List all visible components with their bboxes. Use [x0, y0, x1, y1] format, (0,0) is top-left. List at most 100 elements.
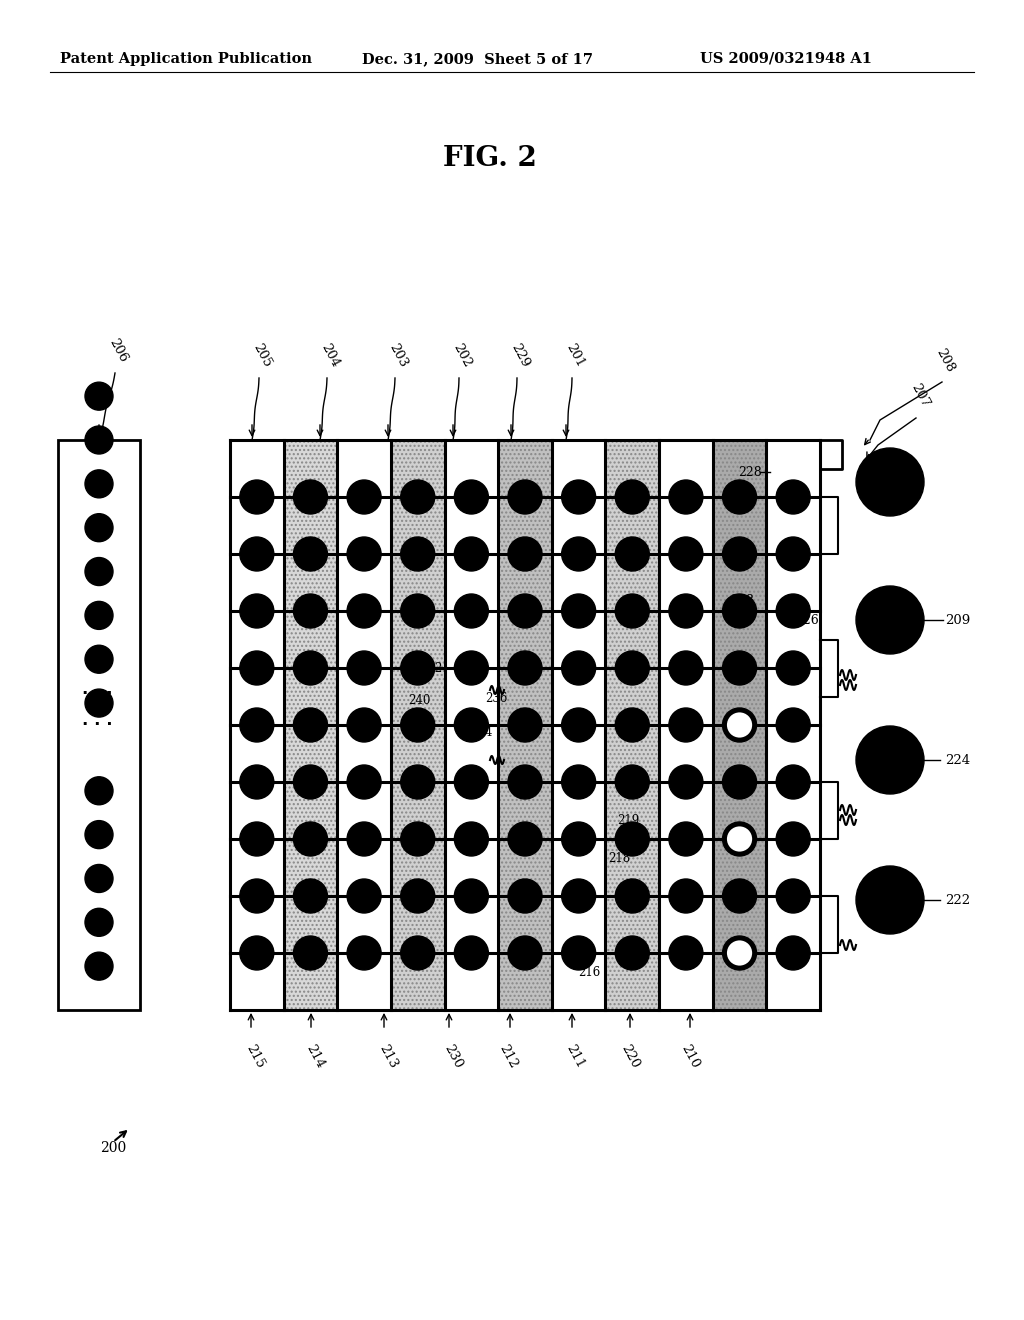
Text: 202: 202	[451, 342, 474, 370]
Circle shape	[85, 776, 113, 805]
Circle shape	[776, 766, 810, 799]
Circle shape	[723, 822, 757, 855]
Circle shape	[85, 865, 113, 892]
Circle shape	[508, 651, 542, 685]
Circle shape	[294, 822, 328, 855]
Text: 207: 207	[908, 381, 932, 411]
Text: · · ·: · · ·	[82, 685, 113, 704]
Circle shape	[85, 821, 113, 849]
Circle shape	[561, 651, 596, 685]
Bar	[659, 440, 713, 1010]
Text: 236: 236	[485, 692, 507, 705]
Text: 240: 240	[408, 693, 430, 706]
Circle shape	[347, 594, 381, 628]
Circle shape	[240, 537, 273, 572]
Text: 215: 215	[244, 1041, 266, 1071]
Text: 218: 218	[608, 851, 630, 865]
Circle shape	[85, 908, 113, 936]
Text: 229: 229	[508, 342, 531, 370]
Circle shape	[347, 651, 381, 685]
Bar	[766, 440, 820, 1010]
Circle shape	[508, 537, 542, 572]
Circle shape	[856, 447, 924, 516]
Circle shape	[455, 594, 488, 628]
Circle shape	[669, 651, 702, 685]
Text: Patent Application Publication: Patent Application Publication	[60, 51, 312, 66]
Circle shape	[723, 594, 757, 628]
Text: 213: 213	[377, 1041, 399, 1071]
Circle shape	[455, 708, 488, 742]
Text: 216: 216	[578, 965, 600, 978]
Circle shape	[669, 480, 702, 513]
Circle shape	[508, 708, 542, 742]
Circle shape	[85, 689, 113, 717]
Circle shape	[856, 586, 924, 653]
Circle shape	[615, 651, 649, 685]
Circle shape	[455, 537, 488, 572]
Text: 210: 210	[678, 1041, 701, 1071]
Circle shape	[726, 939, 754, 968]
Circle shape	[294, 480, 328, 513]
Circle shape	[400, 594, 435, 628]
Text: 204: 204	[318, 342, 342, 370]
Circle shape	[776, 537, 810, 572]
Text: 224: 224	[945, 754, 970, 767]
Text: 205: 205	[250, 342, 273, 370]
Circle shape	[723, 936, 757, 970]
Text: 212: 212	[497, 1041, 519, 1071]
Circle shape	[615, 879, 649, 913]
Circle shape	[294, 936, 328, 970]
Circle shape	[723, 879, 757, 913]
Circle shape	[508, 594, 542, 628]
Circle shape	[240, 594, 273, 628]
Circle shape	[240, 936, 273, 970]
Text: 203: 203	[386, 342, 410, 370]
Text: 219: 219	[617, 813, 639, 826]
Circle shape	[294, 537, 328, 572]
Circle shape	[294, 879, 328, 913]
Circle shape	[400, 537, 435, 572]
Circle shape	[615, 480, 649, 513]
Circle shape	[776, 480, 810, 513]
Circle shape	[347, 879, 381, 913]
Circle shape	[669, 936, 702, 970]
Circle shape	[561, 480, 596, 513]
Bar	[284, 440, 337, 1010]
Text: 206: 206	[106, 337, 130, 366]
Circle shape	[561, 936, 596, 970]
Circle shape	[615, 537, 649, 572]
Text: 238: 238	[730, 594, 754, 606]
Circle shape	[561, 822, 596, 855]
Circle shape	[347, 708, 381, 742]
Circle shape	[240, 651, 273, 685]
Circle shape	[561, 708, 596, 742]
Circle shape	[508, 879, 542, 913]
Text: 230: 230	[441, 1041, 465, 1071]
Circle shape	[561, 766, 596, 799]
Circle shape	[723, 537, 757, 572]
Text: 228: 228	[738, 466, 762, 479]
Bar	[230, 440, 284, 1010]
Circle shape	[240, 708, 273, 742]
Circle shape	[85, 383, 113, 411]
Bar	[58, 440, 140, 1010]
Circle shape	[85, 952, 113, 981]
Circle shape	[294, 651, 328, 685]
Circle shape	[85, 470, 113, 498]
Circle shape	[400, 879, 435, 913]
Circle shape	[347, 766, 381, 799]
Circle shape	[615, 822, 649, 855]
Circle shape	[400, 766, 435, 799]
Circle shape	[615, 936, 649, 970]
Bar	[444, 440, 499, 1010]
Circle shape	[776, 822, 810, 855]
Circle shape	[85, 426, 113, 454]
Circle shape	[400, 480, 435, 513]
Circle shape	[508, 766, 542, 799]
Circle shape	[669, 537, 702, 572]
Circle shape	[455, 822, 488, 855]
Circle shape	[723, 651, 757, 685]
Bar	[499, 440, 552, 1010]
Circle shape	[615, 594, 649, 628]
Circle shape	[400, 651, 435, 685]
